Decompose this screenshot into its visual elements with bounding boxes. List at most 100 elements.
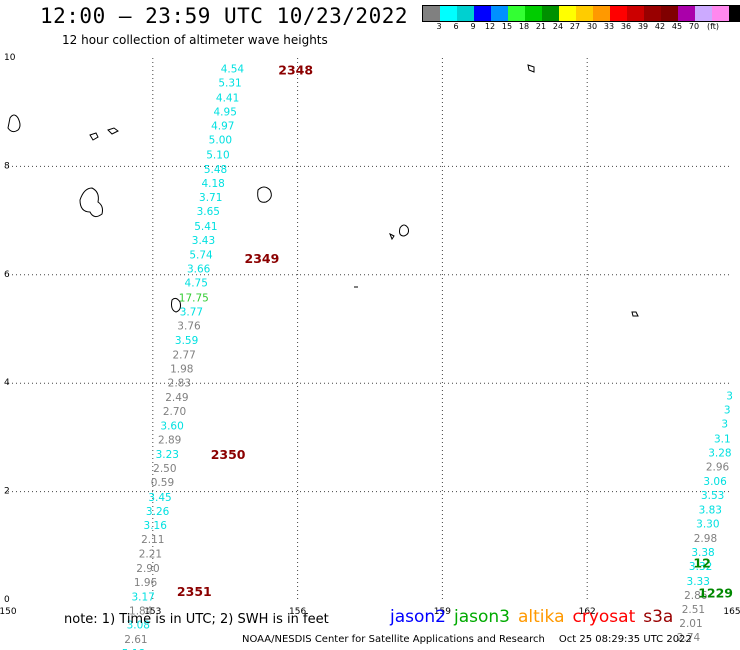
legend-swatch (508, 6, 525, 21)
x-tick-label: 162 (579, 607, 596, 617)
wave-height-label: 3.23 (156, 449, 179, 461)
island-outline (527, 64, 535, 73)
island-outline (631, 311, 639, 317)
mission-name: jason3 (454, 607, 510, 627)
credit-text: NOAA/NESDIS Center for Satellite Applica… (242, 634, 545, 645)
wave-height-label: 3.08 (127, 620, 150, 632)
legend-swatch (491, 6, 508, 21)
wave-height-label: 3.60 (160, 420, 183, 432)
wave-height-label: 4.18 (201, 178, 224, 190)
legend-label: 18 (518, 22, 530, 31)
wave-height-labels: 4.54 5.31 4.41 4.95 4.97 5.00 5.10 5.48 4.18 3.71… (122, 64, 733, 650)
coastline-outlines (7, 64, 639, 317)
legend-label: 15 (501, 22, 513, 31)
wave-height-label: 3.71 (199, 192, 222, 204)
y-tick-label: 8 (4, 161, 10, 171)
wave-height-label: 5.10 (206, 149, 229, 161)
legend-label: 24 (552, 22, 564, 31)
island-outline (89, 132, 99, 141)
y-tick-label: 10 (4, 53, 16, 63)
legend-swatch (644, 6, 661, 21)
legend-swatch (474, 6, 491, 21)
wave-height-label: 2.49 (165, 392, 188, 404)
wave-height-label: 3.06 (703, 476, 727, 488)
legend-label: 39 (637, 22, 649, 31)
legend-label: 21 (535, 22, 547, 31)
mission-name: s3a (643, 607, 674, 627)
wave-height-label: 4.54 (221, 64, 245, 76)
wave-height-label: 2.86 (684, 590, 708, 602)
wave-height-label: 3.28 (708, 447, 731, 459)
legend-swatch (440, 6, 457, 21)
y-tick-label: 4 (4, 378, 10, 388)
wave-height-label: 5.41 (194, 221, 217, 233)
wave-height-label: 2.01 (679, 618, 702, 630)
wave-height-label: 2.11 (141, 534, 164, 546)
legend-label: 45 (671, 22, 683, 31)
wave-height-label: 3.38 (691, 547, 714, 559)
wave-height-label: 3.1 (714, 433, 731, 445)
wave-height-label: 2.77 (172, 349, 195, 361)
pass-time-label: 2351 (177, 584, 212, 599)
y-tick-label: 2 (4, 487, 10, 497)
wave-height-label: 2.61 (124, 634, 147, 646)
chart-subtitle: 12 hour collection of altimeter wave hei… (62, 33, 328, 47)
color-legend (422, 5, 740, 22)
wave-height-label: 3.26 (146, 506, 170, 518)
wave-height-label: 2.98 (694, 533, 717, 545)
wave-height-label: 3.59 (175, 335, 198, 347)
legend-label: 70 (688, 22, 700, 31)
island-outline (389, 232, 395, 241)
wave-height-label: 3.33 (687, 576, 710, 588)
x-tick-label: 165 (723, 607, 740, 617)
wave-height-label: 3.66 (187, 264, 211, 276)
y-tick-label: 6 (4, 270, 10, 280)
legend-label: 42 (654, 22, 666, 31)
legend-label: 33 (603, 22, 615, 31)
legend-swatch (542, 6, 559, 21)
legend-swatch (525, 6, 542, 21)
wave-height-label: 4.41 (216, 92, 239, 104)
legend-label: 30 (586, 22, 598, 31)
wave-height-label: 5.74 (189, 250, 213, 262)
axis-tick-labels: 150 153 156 159 162 165 0 2 4 6 8 10 (0, 53, 740, 617)
pass-time-labels: 2348 2349 2350 2351 1229 12 (177, 62, 733, 600)
wave-height-label: 3 (726, 390, 733, 402)
x-tick-label: 159 (434, 607, 451, 617)
wave-height-label: 1.98 (170, 363, 193, 375)
wave-height-label: 3.65 (197, 206, 220, 218)
wave-height-label: 3.17 (131, 592, 154, 604)
legend-swatch (559, 6, 576, 21)
island-outline (7, 114, 21, 133)
wave-height-label: 3.45 (148, 492, 171, 504)
wave-height-label: 4.75 (185, 278, 208, 290)
pass-time-label: 1229 (698, 585, 733, 600)
legend-unit: (ft) (706, 22, 720, 31)
mission-legend: jason2 jason3 altika cryosat s3a (390, 607, 681, 627)
x-tick-label: 156 (289, 607, 306, 617)
island-outline (107, 127, 119, 135)
generated-timestamp: Oct 25 08:29:35 UTC 2022 (558, 634, 692, 645)
island-outline (399, 224, 409, 237)
pass-time-label: 2349 (245, 251, 280, 266)
legend-swatch (457, 6, 474, 21)
y-tick-label: 0 (4, 595, 10, 605)
legend-label: 3 (436, 22, 442, 31)
legend-swatch (423, 6, 440, 21)
island-outline (79, 187, 103, 218)
pass-time-label: 12 (693, 555, 710, 570)
legend-swatch (712, 6, 729, 21)
pass-time-label: 2350 (211, 447, 246, 462)
wave-height-label: 1.96 (134, 577, 158, 589)
island-outline (257, 186, 272, 203)
legend-swatch (627, 6, 644, 21)
legend-swatch (661, 6, 678, 21)
legend-label: 36 (620, 22, 632, 31)
legend-swatch (610, 6, 627, 21)
mission-name: cryosat (572, 607, 636, 627)
wave-height-label: 1.84 (129, 606, 153, 618)
wave-height-label: 3 (721, 419, 728, 431)
footnote: note: 1) Time is in UTC; 2) SWH is in fe… (64, 612, 329, 627)
legend-swatch (593, 6, 610, 21)
wave-height-label: 5.00 (209, 135, 232, 147)
